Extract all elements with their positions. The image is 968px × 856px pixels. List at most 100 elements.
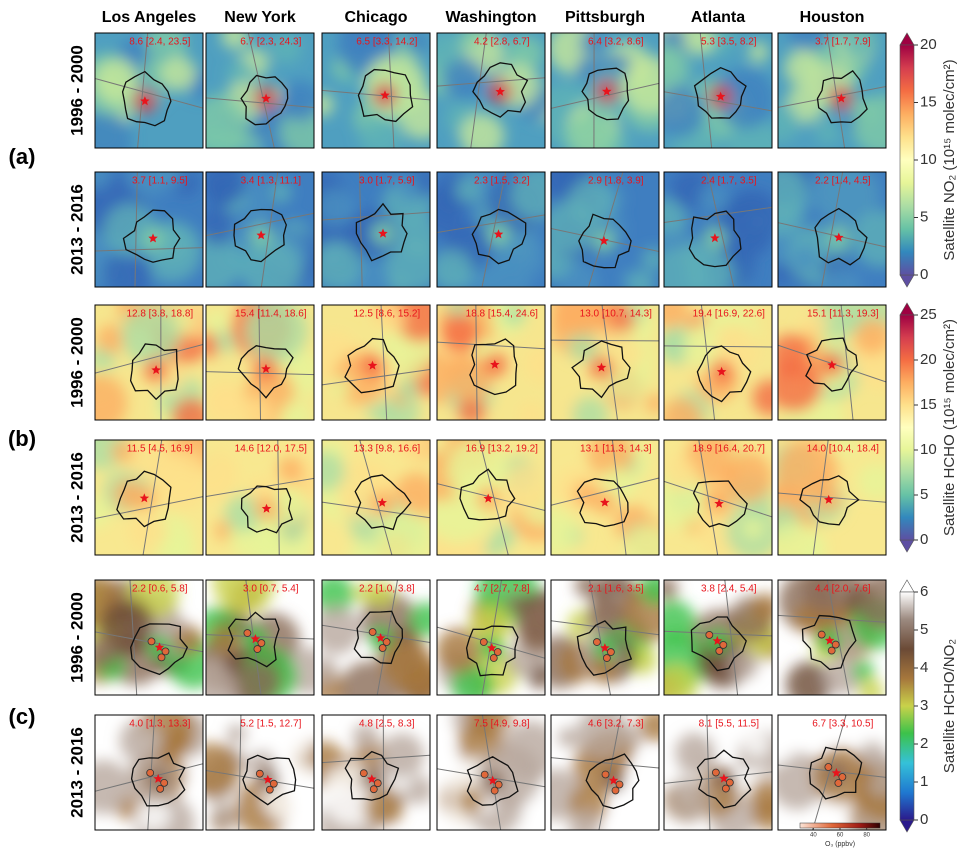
map-blob [858, 463, 895, 500]
o3-colorbar [800, 823, 880, 828]
o3-site [480, 639, 487, 646]
map-blob [654, 665, 697, 708]
colorbar-top-arrow [900, 33, 914, 45]
colorbar-tick-label: 25 [920, 306, 937, 323]
o3-site [157, 785, 164, 792]
map-blob [568, 810, 600, 842]
colorbar-tick-label: 10 [920, 441, 937, 458]
map-blob [312, 241, 361, 290]
annotation: 2.1 [1.6, 3.5] [588, 584, 644, 595]
map-blob [661, 398, 703, 440]
annotation: 3.0 [1.7, 5.9] [359, 176, 415, 187]
annotation: 2.2 [1.4, 4.5] [815, 176, 871, 187]
o3-site [148, 638, 155, 645]
map-blob [200, 160, 246, 206]
o3-site [254, 646, 261, 653]
o3-site [158, 654, 165, 661]
colorbar-label: Satellite NO₂ (10¹⁵ molec/cm²) [941, 59, 958, 260]
map-cell [760, 13, 912, 155]
map-cell [298, 715, 433, 855]
annotation: 19.4 [16.9, 22.6] [693, 309, 766, 320]
map-blob [359, 116, 402, 159]
map-blob [281, 728, 312, 759]
o3-site [722, 785, 729, 792]
annotation: 7.5 [4.9, 9.8] [474, 719, 530, 730]
o3-site [147, 769, 154, 776]
map-blob [784, 49, 821, 86]
map-blob [572, 397, 608, 433]
o3-site [602, 771, 609, 778]
map-cell [299, 168, 441, 298]
map-cell [182, 551, 332, 718]
colorbar-label: Satellite HCHO (10¹⁵ molec/cm²) [941, 319, 958, 536]
map-cell [184, 440, 325, 574]
panel-label: (b) [8, 426, 36, 451]
map-blob [742, 517, 763, 538]
colorbar-bottom-arrow [900, 540, 914, 552]
map-blob [552, 160, 581, 189]
annotation: 2.3 [1.5, 3.2] [474, 176, 530, 187]
map-blob [792, 246, 817, 271]
o3-site [360, 770, 367, 777]
annotation: 8.1 [5.5, 11.5] [699, 719, 760, 730]
annotation: 3.4 [1.3, 11.1] [241, 176, 302, 187]
annotation: 5.2 [1.5, 12.7] [240, 719, 301, 730]
annotation: 6.7 [3.3, 10.5] [812, 719, 873, 730]
annotation: 15.1 [11.3, 19.3] [807, 309, 879, 320]
colorbar-tick-label: 15 [920, 93, 937, 110]
o3-site [716, 647, 723, 654]
annotation: 3.7 [1.1, 9.5] [132, 176, 188, 187]
map-blob [239, 397, 273, 431]
colorbar-tick-label: 10 [920, 151, 937, 168]
colorbar-tick-label: 20 [920, 36, 937, 53]
map-blob [823, 267, 862, 306]
panel-label: (a) [9, 144, 36, 169]
map-blob [786, 662, 832, 708]
map-cell [437, 694, 561, 845]
o3-tick-label: 80 [863, 833, 870, 839]
annotation: 2.4 [1.7, 3.5] [701, 176, 757, 187]
map-cell [309, 574, 448, 724]
map-blob [364, 54, 427, 117]
annotation: 2.2 [1.0, 3.8] [359, 584, 415, 595]
map-blob [493, 525, 517, 549]
row-label: 2013 - 2016 [67, 184, 86, 275]
colorbar-top-arrow [900, 303, 914, 315]
map-blob [722, 452, 773, 503]
column-title: Washington [446, 9, 537, 26]
annotation: 4.2 [2.8, 6.7] [474, 37, 530, 48]
annotation: 13.3 [9.8, 16.6] [353, 444, 420, 455]
o3-site [370, 786, 377, 793]
map-blob [86, 635, 118, 667]
map-blob [743, 730, 770, 757]
colorbar-tick-label: 1 [920, 773, 928, 790]
o3-tick-label: 40 [810, 833, 817, 839]
map-blob [382, 638, 434, 690]
annotation: 12.8 [3.8, 18.8] [126, 309, 193, 320]
o3-site [712, 769, 719, 776]
figure: Los AngelesNew YorkChicagoWashingtonPitt… [0, 0, 968, 856]
map-cell [535, 146, 666, 302]
map-blob [767, 358, 821, 412]
colorbar-tick-label: 20 [920, 351, 937, 368]
map-blob [675, 733, 716, 774]
row-label: 1996 - 2000 [67, 592, 86, 683]
colorbar-tick-label: 0 [920, 266, 928, 283]
annotation: 18.8 [15.4, 24.6] [466, 309, 539, 320]
colorbar-label: Satellite HCHO/NO₂ [941, 639, 958, 773]
map-blob [565, 112, 618, 165]
annotation: 2.9 [1.8, 3.9] [588, 176, 644, 187]
o3-label: O₃ (ppbv) [825, 841, 855, 848]
colorbar-tick-label: 5 [920, 208, 928, 225]
map-blob [440, 314, 478, 352]
annotation: 6.7 [2.3, 24.3] [240, 37, 301, 48]
o3-site [706, 631, 713, 638]
map-blob [315, 188, 354, 227]
annotation: 16.9 [13.2, 19.2] [466, 444, 539, 455]
map-blob [175, 625, 204, 654]
annotation: 6.4 [3.2, 8.6] [588, 37, 644, 48]
map-blob [858, 678, 884, 704]
o3-site [256, 770, 263, 777]
column-title: Houston [800, 9, 865, 26]
column-title: Atlanta [691, 9, 745, 26]
